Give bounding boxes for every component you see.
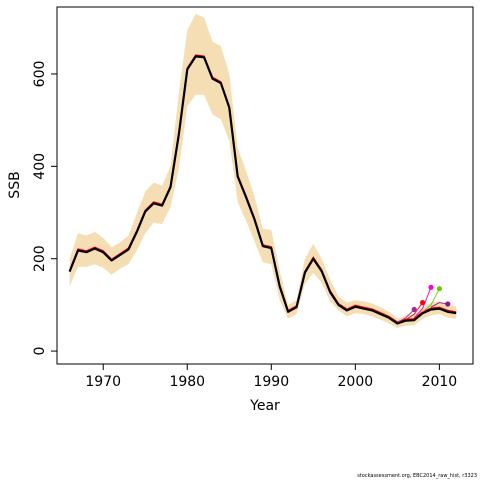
x-tick-label: 1970: [85, 374, 121, 390]
retro-2007-line: [397, 309, 415, 323]
retro-overlay-line: [69, 54, 457, 323]
footer-credit: stockassessment.org, EBC2014_raw_hist, r…: [357, 473, 477, 479]
y-tick-label: 200: [32, 245, 48, 272]
retro-2009-point: [428, 284, 434, 290]
plot-frame: [56, 6, 474, 365]
y-tick-label: 400: [32, 153, 48, 180]
x-tick-label: 2010: [422, 374, 458, 390]
retro-2008-point: [420, 300, 426, 306]
retro-2008-line: [405, 302, 423, 321]
retro-2010-line: [422, 288, 440, 313]
x-tick-label: 2000: [338, 374, 374, 390]
retro-2010-point: [436, 286, 442, 292]
confidence-band: [69, 13, 457, 329]
x-tick-label: 1980: [169, 374, 205, 390]
ssb-estimate-line: [68, 55, 457, 325]
retro-2009-line: [413, 287, 432, 319]
retro-endpoints: [411, 284, 451, 313]
y-tick-label: 600: [32, 61, 48, 88]
ci-band: [69, 13, 457, 329]
x-axis: 1970 1980 1990 2000 2010: [85, 364, 457, 390]
retro-2007-point: [411, 306, 417, 313]
y-tick-label: 0: [32, 347, 48, 356]
x-tick-label: 1990: [253, 374, 289, 390]
y-axis: 0 200 400 600: [32, 61, 57, 356]
y-axis-title: SSB: [7, 171, 23, 198]
x-axis-title: Year: [249, 398, 280, 414]
retro-2011-line: [430, 302, 448, 308]
retro-2011-point: [445, 301, 451, 307]
series-lines: [68, 54, 457, 325]
